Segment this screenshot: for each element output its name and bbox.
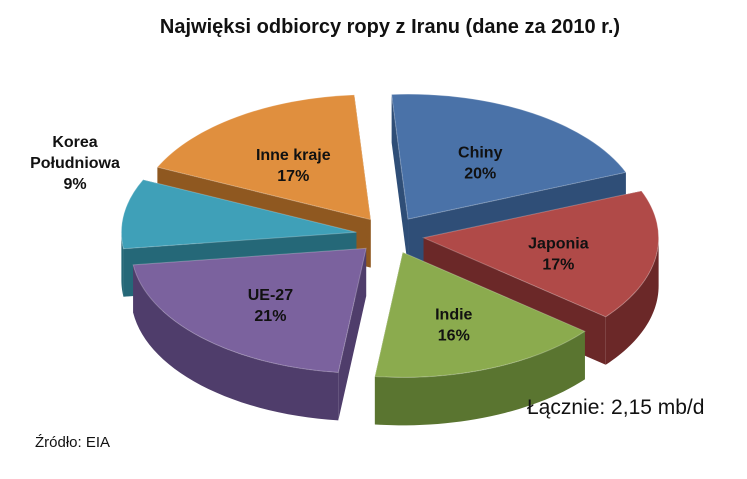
slice-ue-27 [132,247,367,373]
slice-label-ue-27: UE-27 21% [248,287,293,325]
slice-tops [120,93,660,378]
total-annotation: Łącznie: 2,15 mb/d [527,396,705,419]
slice-wall-chiny-0 [391,94,409,268]
slice-name-chiny: Chiny [458,145,503,162]
slice-inne-kraje [156,94,372,221]
slice-percent-ue-27: 21% [254,308,286,325]
slice-percent-indie: 16% [438,328,470,345]
slice-percent-japonia: 17% [542,257,574,274]
slice-indie [374,251,586,378]
slice-labels: Chiny 20% Japonia 17% Indie 16% UE-27 21% Korea P… [30,134,589,345]
slice-percent-korea-po-udniowa: 9% [63,176,86,193]
slice-rim-ue-27-0 [133,264,339,421]
slice-name-korea-po-udniowa: Korea [52,134,97,151]
slice-chiny [391,93,627,220]
slice-korea-po-udniowa [120,179,357,250]
slice-rim-korea-po-udniowa-0 [121,232,124,297]
slice-japonia [421,190,660,318]
slice-rim-indie-0 [374,331,585,426]
slice-label-inne-kraje: Inne kraje 17% [256,147,331,185]
slice-name-ue-27: UE-27 [248,287,293,304]
slice-name-japonia: Japonia [528,236,589,253]
slice-percent-chiny: 20% [464,166,496,183]
slice-label-japonia: Japonia 17% [528,236,589,274]
slice-label-indie: Indie 16% [435,307,472,345]
slice-name-korea-po-udniowa: Południowa [30,155,120,172]
slice-name-inne-kraje: Inne kraje [256,147,331,164]
slice-percent-inne-kraje: 17% [277,168,309,185]
chart-title: Najwięksi odbiorcy ropy z Iranu (dane za… [159,16,621,38]
slice-label-korea-po-udniowa: Korea Południowa 9% [30,134,120,193]
slice-name-indie: Indie [435,307,472,324]
slice-label-chiny: Chiny 20% [458,145,503,183]
slice-rim-japonia-0 [605,237,659,365]
source-annotation: Źródło: EIA [35,434,111,451]
